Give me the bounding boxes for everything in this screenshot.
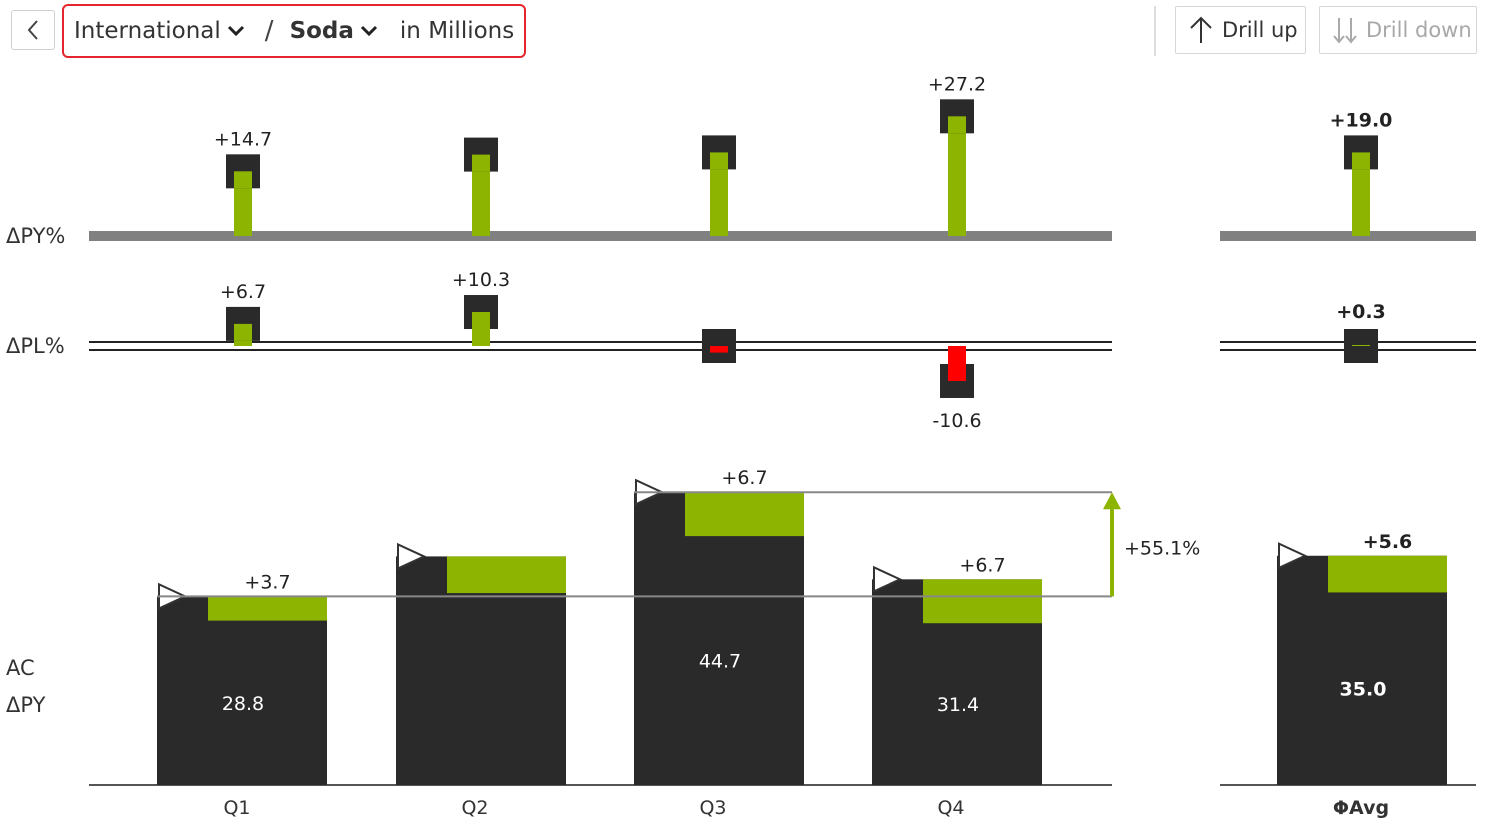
dpy-pct-pin-q4-label: +27.2	[928, 73, 986, 95]
breadcrumb-region-label: International	[74, 18, 221, 44]
unit-label: in Millions	[399, 18, 515, 44]
bar-q1-ac-bar	[157, 596, 327, 785]
bar-q3-delta-bar	[685, 492, 804, 537]
dpl-pct-pin-q2-head-fill	[472, 312, 490, 330]
bar-q2-ac-bar	[396, 556, 566, 785]
dpy-pct-pin-q2-bar	[472, 154, 490, 236]
difference-arrow-label: +55.1%	[1124, 537, 1200, 559]
category-label-avg: ΦAvg	[1333, 797, 1389, 819]
bar-q1-ac-label: 28.8	[222, 693, 264, 715]
chart-marks: +14.7 +27.2 +19.0 +6.7 +10.3 -10.6 +0.3 28.8 +3.…	[157, 73, 1447, 785]
bar-q4-delta-bar	[923, 579, 1042, 624]
dpl-pct-pin-q2-label: +10.3	[452, 269, 510, 291]
breadcrumb-item-region[interactable]: International	[74, 18, 245, 44]
bar-avg-py-marker	[1278, 542, 1308, 570]
dpy-pct-pin-avg-label: +19.0	[1330, 109, 1393, 131]
bar-avg-ac-bar	[1277, 555, 1447, 785]
row-label-ac: AC	[6, 656, 35, 680]
category-label-q4: Q4	[937, 797, 964, 819]
dpy-pct-pin-q2-head-fill	[472, 154, 490, 172]
category-label-q2: Q2	[461, 797, 488, 819]
drill-down-button[interactable]: Drill down	[1319, 6, 1477, 54]
back-chevron-icon	[27, 20, 38, 40]
drill-down-label: Drill down	[1366, 18, 1472, 42]
chevron-down-icon	[227, 25, 244, 37]
bar-q1-delta-bar	[208, 596, 327, 621]
dpl-pct-pin-q4-head-fill	[948, 363, 966, 381]
bar-q3-ac-label: 44.7	[699, 651, 741, 673]
drill-down-arrows-icon	[1333, 18, 1357, 44]
bar-q3-delta-label: +6.7	[721, 467, 767, 489]
dpl-pct-pin-q3-head-fill	[710, 346, 728, 353]
difference-arrow-head	[1103, 492, 1121, 510]
category-label-q3: Q3	[699, 797, 726, 819]
dpy-pct-pin-q3-head-fill	[710, 152, 728, 170]
dpy-pct-pin-q1-head-fill	[234, 171, 252, 189]
drill-up-button[interactable]: Drill up	[1175, 6, 1306, 54]
drill-up-label: Drill up	[1222, 18, 1298, 42]
row-label-dpy-pct: ΔPY%	[6, 224, 65, 248]
breadcrumb-item-product[interactable]: Soda	[290, 18, 378, 44]
bar-q3-ac-bar	[634, 492, 804, 785]
dpy-pct-pin-avg-bar	[1352, 152, 1370, 236]
bar-q1-delta-label: +3.7	[244, 571, 290, 593]
back-button[interactable]	[11, 10, 55, 50]
arrow-up-icon	[1190, 16, 1212, 43]
breadcrumb-product-label: Soda	[289, 18, 354, 44]
bar-avg-delta-bar	[1328, 555, 1447, 593]
bar-q4-py-marker	[873, 565, 903, 593]
toolbar: International / Soda in Millions Drill u…	[0, 0, 1486, 66]
category-label-q1: Q1	[223, 797, 250, 819]
bar-q4-ac-label: 31.4	[937, 694, 979, 716]
bar-q2-py-marker	[397, 542, 427, 570]
dpl-pct-pin-avg-head-fill	[1352, 345, 1370, 346]
bar-q4-delta-label: +6.7	[959, 554, 1005, 576]
bar-q2-delta-bar	[447, 556, 566, 594]
dpy-pct-axis-total	[1220, 231, 1476, 241]
breadcrumb-separator: /	[264, 16, 274, 46]
dpl-pct-pin-avg-label: +0.3	[1336, 301, 1386, 323]
dpl-pct-pin-q1-head-fill	[234, 323, 252, 341]
row-label-dpl-pct: ΔPL%	[6, 334, 65, 358]
dpy-pct-pin-avg-head-fill	[1352, 152, 1370, 170]
dpy-pct-pin-q4-bar	[948, 116, 966, 236]
chevron-down-icon	[360, 25, 377, 37]
toolbar-divider	[1154, 6, 1156, 56]
breadcrumb: International / Soda in Millions	[62, 4, 526, 58]
bar-avg-delta-label: +5.6	[1363, 531, 1413, 553]
dpy-pct-pin-q1-label: +14.7	[214, 128, 272, 150]
dpy-pct-pin-q4-head-fill	[948, 116, 966, 134]
dpy-pct-axis	[89, 231, 1112, 241]
dpy-pct-pin-q3-bar	[710, 152, 728, 236]
bar-avg-ac-label: 35.0	[1340, 679, 1387, 701]
dpl-pct-pin-q4-label: -10.6	[932, 410, 981, 432]
dpl-pct-pin-q1-label: +6.7	[220, 281, 266, 303]
row-label-dpy: ΔPY	[6, 693, 46, 717]
